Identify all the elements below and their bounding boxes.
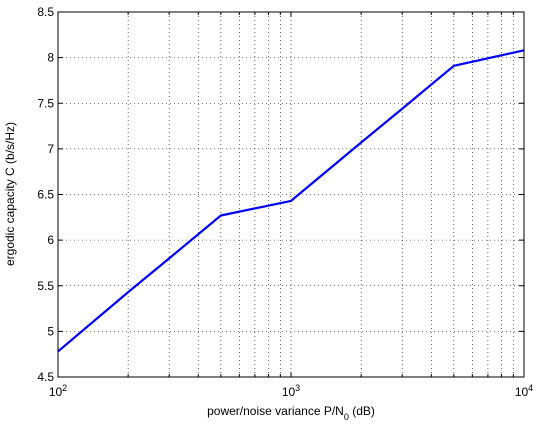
ticks [57, 11, 525, 378]
y-tick-label: 5 [47, 324, 54, 338]
y-tick-label: 7 [47, 142, 54, 156]
y-tick-label: 6 [47, 233, 54, 247]
x-axis-label: power/noise variance P/N0 (dB) [207, 404, 375, 422]
y-tick-label: 7.5 [37, 96, 54, 110]
x-axis-label-subscript: 0 [344, 412, 349, 422]
y-tick-label: 5.5 [37, 279, 54, 293]
y-tick-label: 8.5 [37, 5, 54, 19]
y-tick-label: 4.5 [37, 370, 54, 384]
series-line [57, 49, 525, 353]
x-tick-label: 102 [49, 383, 67, 399]
series-layer [57, 49, 525, 353]
y-axis-label: ergodic capacity C (b/s/Hz) [3, 122, 17, 266]
y-tick-label: 6.5 [37, 188, 54, 202]
tick-labels: 4.5 5 5.5 6 6.5 7 7.5 8 8.5 102 103 104 [37, 5, 533, 399]
grid [58, 12, 524, 377]
y-tick-label: 8 [47, 51, 54, 65]
x-tick-label: 104 [515, 383, 533, 399]
x-axis-label-main: power/noise variance P/N [207, 404, 344, 418]
x-tick-label: 103 [282, 383, 300, 399]
x-axis-label-suffix: (dB) [349, 404, 375, 418]
